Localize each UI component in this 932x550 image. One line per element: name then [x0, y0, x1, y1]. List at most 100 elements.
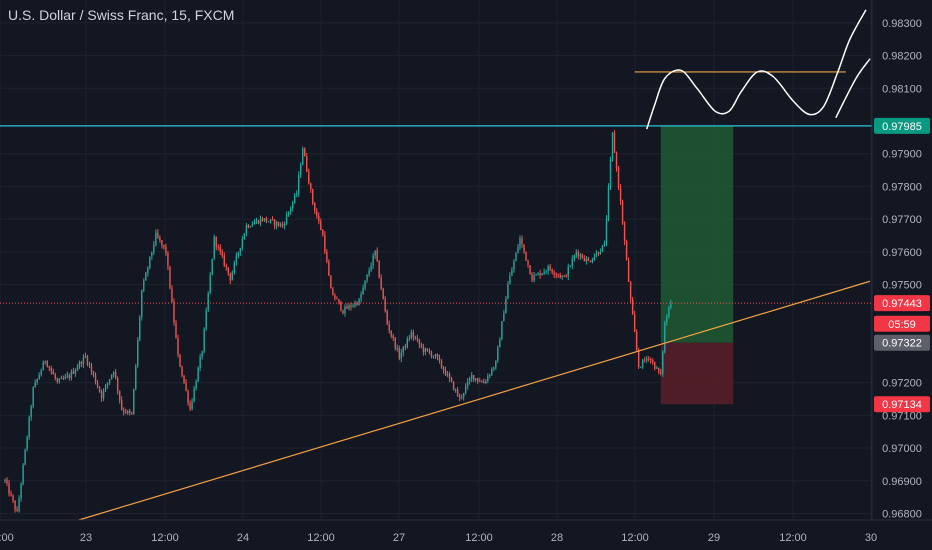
- loss-zone[interactable]: [660, 342, 734, 405]
- candle-body: [639, 366, 642, 368]
- candle-body: [662, 351, 664, 374]
- candle-body: [330, 275, 332, 289]
- candle-body: [239, 247, 242, 253]
- candle-body: [565, 275, 567, 277]
- trendline[interactable]: [73, 280, 871, 523]
- long-position-tool[interactable]: [660, 125, 734, 405]
- candle-body: [408, 338, 411, 340]
- candle-body: [370, 265, 372, 271]
- candle-body: [629, 281, 632, 300]
- time-axis[interactable]: 12:00 23 12:00 24 12:00 27 12:00 28 12:00 29 12:00…: [0, 519, 932, 550]
- candle-body: [102, 390, 105, 398]
- candle-body: [396, 348, 398, 350]
- candle-body: [334, 295, 336, 299]
- candle-body: [519, 238, 521, 248]
- candle-body: [237, 252, 240, 256]
- y-tick-label: 0.98300: [882, 18, 922, 30]
- candle-body: [289, 208, 292, 212]
- x-tick-label: 24: [237, 532, 249, 544]
- candle-body: [297, 175, 300, 194]
- candle-body: [193, 388, 195, 402]
- y-tick-label: 0.97700: [882, 214, 922, 226]
- candle-body: [22, 464, 24, 484]
- candle-body: [487, 376, 489, 381]
- profit-zone[interactable]: [660, 125, 734, 343]
- candle-body: [56, 378, 59, 382]
- candle-body: [577, 252, 580, 257]
- candle-body: [6, 479, 8, 484]
- x-tick-label: 23: [80, 532, 92, 544]
- candle-body: [495, 360, 497, 368]
- candle-body: [599, 251, 602, 254]
- projection-path-tail[interactable]: [835, 58, 871, 119]
- candle-body: [635, 331, 638, 350]
- candle-body: [563, 275, 565, 277]
- candle-body: [70, 371, 73, 378]
- price-axis[interactable]: 0.98300 0.98200 0.98100 0.97900 0.97800 0.977…: [871, 0, 932, 520]
- candle-body: [348, 305, 350, 309]
- candle-body: [607, 186, 610, 219]
- candle-body: [213, 236, 215, 259]
- candle-body: [38, 375, 40, 379]
- candle-body: [549, 266, 551, 271]
- candle-body: [64, 376, 67, 379]
- candle-body: [477, 378, 479, 381]
- candle-body: [60, 378, 63, 380]
- candle-body: [259, 218, 262, 224]
- price-label-bg: [874, 334, 930, 351]
- candle-body: [88, 364, 91, 366]
- candle-body: [257, 220, 260, 224]
- candle-body: [374, 250, 376, 256]
- candle-body: [171, 288, 173, 302]
- candle-body: [382, 288, 384, 299]
- candle-body: [535, 274, 537, 276]
- candle-body: [165, 247, 167, 254]
- candle-body: [308, 171, 310, 184]
- candle-body: [615, 152, 618, 169]
- candle-body: [573, 255, 575, 259]
- y-tick-label: 0.96800: [882, 508, 922, 520]
- candle-body: [593, 256, 596, 260]
- candle-body: [410, 332, 413, 339]
- candle-body: [358, 298, 360, 305]
- candle-body: [648, 358, 650, 360]
- candle-body: [366, 274, 368, 281]
- candle-body: [96, 382, 99, 387]
- candle-body: [153, 244, 155, 253]
- candle-body: [68, 375, 71, 378]
- y-tick-label: 0.97600: [882, 247, 922, 259]
- candle-body: [581, 254, 584, 258]
- y-tick-label: 0.97500: [882, 280, 922, 292]
- candle-body: [666, 316, 668, 323]
- candle-body: [611, 132, 614, 160]
- candle-body: [468, 378, 471, 382]
- candle-body: [120, 400, 123, 410]
- candle-body: [283, 223, 286, 226]
- candle-body: [491, 368, 493, 375]
- candle-body: [442, 367, 445, 371]
- drawings[interactable]: [0, 9, 872, 523]
- candle-body: [426, 348, 429, 351]
- candle-body: [86, 355, 89, 365]
- candle-body: [378, 260, 380, 278]
- price-labels: 0.97985 0.97443 05:59 0.97322 0.97134: [874, 117, 930, 413]
- candle-body: [10, 493, 12, 496]
- candle-body: [300, 164, 302, 176]
- projection-path[interactable]: [645, 9, 867, 130]
- candle-body: [617, 168, 620, 188]
- candle-body: [251, 224, 254, 227]
- candle-body: [511, 269, 513, 276]
- candle-body: [84, 355, 87, 358]
- candle-body: [135, 365, 137, 389]
- candle-body: [310, 183, 312, 190]
- candle-body: [24, 449, 26, 465]
- candle-body: [344, 306, 346, 314]
- candle-body: [52, 371, 54, 375]
- candle-body: [454, 389, 457, 391]
- candle-body: [595, 252, 598, 257]
- candle-body: [579, 254, 582, 257]
- candle-body: [173, 301, 175, 323]
- candle-body: [267, 221, 270, 223]
- candle-body: [151, 252, 153, 257]
